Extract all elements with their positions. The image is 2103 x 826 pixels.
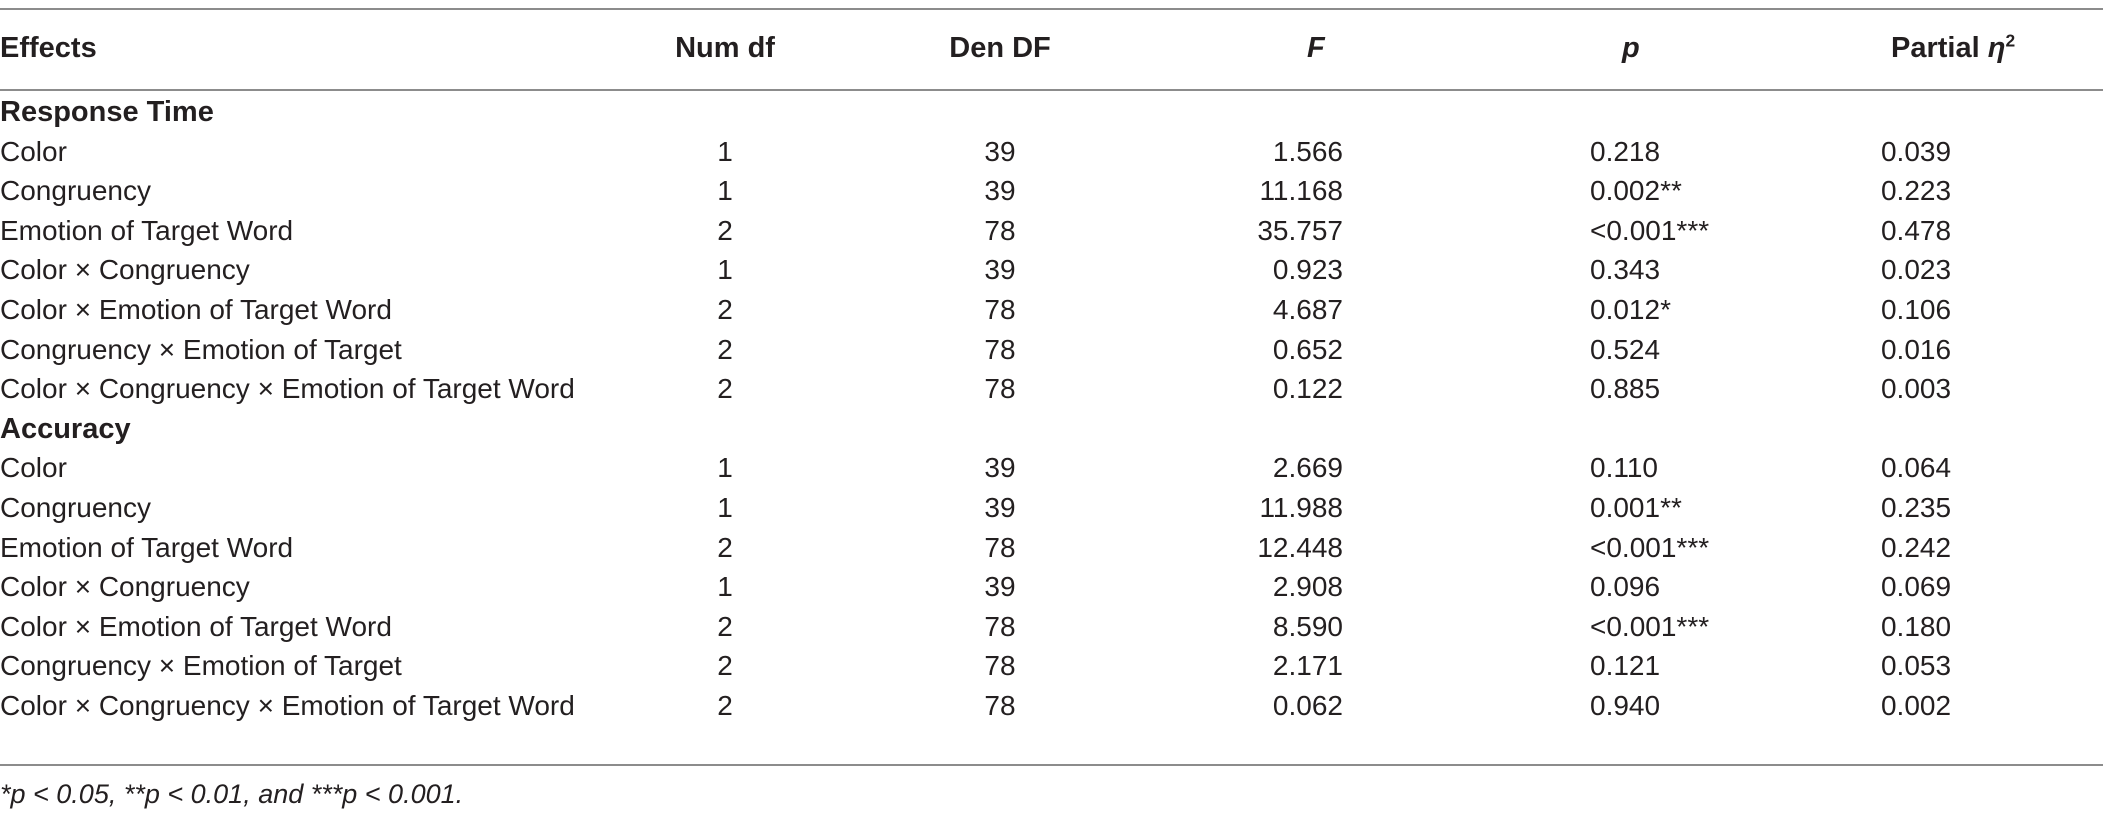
p-value-cell: <0.001*** [1590, 214, 1710, 246]
header-p: p [1622, 32, 1640, 64]
p-value-cell: 0.001** [1590, 492, 1682, 523]
effect-cell: Congruency × Emotion of Target [0, 333, 402, 365]
section-heading: Response Time [0, 96, 214, 128]
f-value-cell: 2.171 [1272, 650, 1343, 682]
effect-cell: Color × Emotion of Target Word [0, 294, 392, 325]
effect-cell: Congruency [0, 175, 151, 207]
p-value-cell: 0.218 [1590, 135, 1661, 167]
p-value-cell: 0.343 [1590, 254, 1661, 286]
f-value-cell: 0.652 [1272, 333, 1343, 365]
effect-cell: Congruency × Emotion of Target [0, 650, 402, 682]
header-f: F [1307, 32, 1325, 64]
f-value-cell: 11.988 [1259, 492, 1343, 523]
effect-cell: Emotion of Target Word [0, 214, 294, 246]
f-value-cell: 2.908 [1272, 571, 1343, 603]
f-value-cell: 35.757 [1257, 214, 1343, 246]
f-value-cell: 8.590 [1272, 610, 1343, 642]
p-value-cell: 0.885 [1590, 373, 1661, 405]
p-value-cell: 0.002** [1590, 175, 1682, 207]
p-value-cell: <0.001*** [1590, 610, 1710, 642]
effect-cell: Color [0, 135, 67, 167]
effect-cell: Color [0, 452, 67, 484]
p-value-cell: 0.012* [1590, 294, 1671, 325]
f-value-cell: 0.062 [1272, 690, 1343, 721]
f-value-cell: 11.168 [1259, 175, 1343, 207]
effect-cell: Emotion of Target Word [0, 531, 294, 563]
p-value-cell: 0.096 [1590, 571, 1661, 603]
p-value-cell: 0.121 [1590, 650, 1661, 682]
p-value-cell: 0.110 [1590, 452, 1658, 484]
effect-cell: Color × Congruency [0, 254, 250, 286]
effect-cell: Color × Congruency × Emotion of Target W… [0, 373, 575, 405]
table-header-rule [0, 89, 2103, 91]
table-bottom-rule [0, 764, 2103, 766]
header-partial-eta: Partial η2 [1891, 30, 2016, 64]
section-heading: Accuracy [0, 412, 131, 445]
table-top-rule [0, 8, 2103, 10]
f-value-cell: 12.448 [1257, 531, 1343, 563]
p-value-cell: 0.524 [1590, 333, 1661, 365]
effect-cell: Congruency [0, 492, 151, 523]
p-value-cell: 0.940 [1590, 690, 1661, 721]
f-value-cell: 0.923 [1272, 254, 1343, 286]
p-value-cell: <0.001*** [1590, 531, 1710, 563]
f-value-cell: 2.669 [1272, 452, 1343, 484]
effect-cell: Color × Congruency × Emotion of Target W… [0, 690, 575, 721]
table-footnote: *p < 0.05, **p < 0.01, and ***p < 0.001. [0, 779, 464, 809]
effect-cell: Color × Emotion of Target Word [0, 610, 392, 642]
f-value-cell: 4.687 [1272, 294, 1343, 325]
header-effects: Effects [0, 32, 97, 64]
effect-cell: Color × Congruency [0, 571, 250, 603]
f-value-cell: 0.122 [1272, 373, 1343, 405]
f-value-cell: 1.566 [1272, 135, 1343, 167]
